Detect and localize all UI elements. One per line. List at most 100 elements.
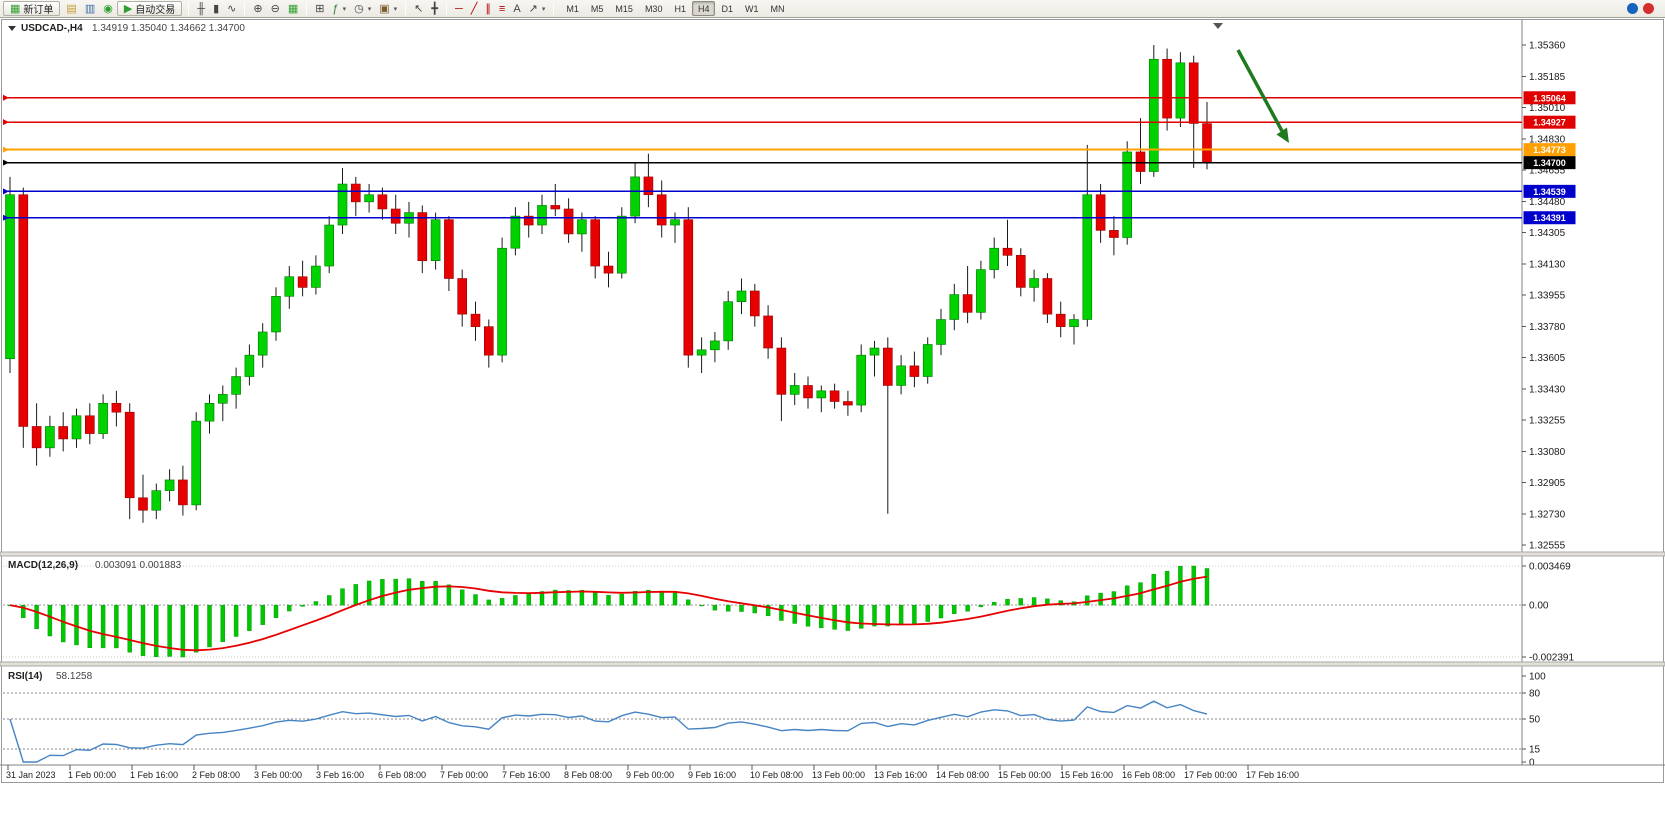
trend-arrow-annotation[interactable] <box>1236 49 1289 143</box>
candle <box>311 255 321 295</box>
candle <box>1042 273 1053 324</box>
price-hline[interactable]: 1.34391 <box>3 211 1576 225</box>
macd-histogram-bar <box>340 588 345 606</box>
macd-histogram-bar <box>885 604 890 627</box>
timeframe-m30-button[interactable]: M30 <box>644 4 663 14</box>
zoom-out-icon: ⊖ <box>270 2 280 15</box>
timeframe-m1-button[interactable]: M1 <box>566 4 579 14</box>
price-hline[interactable]: 1.35064 <box>3 91 1576 105</box>
chart-shift-marker-icon[interactable] <box>1213 23 1223 29</box>
grid-button[interactable]: ▦ <box>284 1 302 16</box>
macd-histogram-bar <box>1178 565 1183 606</box>
chart-list-button[interactable]: ▤ <box>62 1 80 16</box>
hline-tool-button[interactable]: ─ <box>451 1 467 16</box>
periods-menu-button[interactable]: ◷ ▾ <box>350 1 375 16</box>
timeframe-h4-button[interactable]: H4 <box>691 1 716 16</box>
candle <box>297 260 308 297</box>
bar-chart-button[interactable]: ╫ <box>193 1 209 16</box>
candle <box>417 205 428 274</box>
price-tag-label: 1.35064 <box>1533 93 1566 103</box>
price-tag <box>1523 184 1576 198</box>
rsi-title: RSI(14) <box>8 671 42 682</box>
macd-histogram-bar <box>353 584 358 606</box>
text-tool-button[interactable]: A <box>509 1 524 16</box>
price-hline[interactable]: 1.34700 <box>3 156 1576 170</box>
periods-menu-button-dropdown-icon[interactable]: ▾ <box>367 5 372 13</box>
macd-histogram-bar <box>460 589 465 606</box>
price-axis-label: 1.34480 <box>1529 197 1566 208</box>
alert-status-icon[interactable] <box>1643 3 1654 14</box>
timeframe-mn-button[interactable]: MN <box>770 4 785 14</box>
arrows-tool-button-dropdown-icon[interactable]: ▾ <box>541 5 546 13</box>
zoom-out-button[interactable]: ⊖ <box>267 1 284 16</box>
zoom-in-button[interactable]: ⊕ <box>249 1 266 16</box>
candle <box>191 412 201 511</box>
tile-windows-button[interactable]: ⊞ <box>311 1 328 16</box>
candle <box>696 337 707 373</box>
candle <box>896 355 906 395</box>
macd-histogram-bar <box>859 604 864 629</box>
macd-histogram-bar <box>193 604 199 653</box>
macd-histogram-bar <box>140 604 146 656</box>
macd-signal-line <box>9 575 1208 652</box>
price-tag <box>1523 143 1576 157</box>
candle <box>843 390 853 416</box>
macd-histogram-bar <box>819 604 824 629</box>
hline-left-marker <box>3 214 9 221</box>
candle <box>244 344 255 386</box>
autotrading-button[interactable]: ▶ 自动交易 <box>116 1 183 16</box>
price-axis-label: 1.35360 <box>1529 41 1566 52</box>
timeframe-m15-button[interactable]: M15 <box>615 4 633 14</box>
cursor-button[interactable]: ↖ <box>410 1 427 16</box>
price-hline[interactable]: 1.34927 <box>3 115 1576 129</box>
chart-context-icon[interactable] <box>8 26 16 31</box>
candle <box>124 403 135 520</box>
macd-histogram-bar <box>553 589 558 606</box>
candle <box>324 216 335 274</box>
macd-histogram-bar <box>792 604 797 624</box>
indicators-button[interactable]: ƒ ▾ <box>328 1 350 16</box>
time-axis-label: 15 Feb 00:00 <box>998 770 1051 780</box>
macd-histogram-bar <box>779 604 784 621</box>
price-axis-label: 1.34655 <box>1529 166 1566 177</box>
candlestick-chart-button[interactable]: ▮ <box>209 1 223 16</box>
timeframe-w1-button[interactable]: W1 <box>745 4 759 14</box>
crosshair-button[interactable]: ╋ <box>427 1 442 16</box>
rsi-axis-label: 100 <box>1529 672 1546 683</box>
rsi-axis-label: 0 <box>1529 758 1535 769</box>
new-order-button[interactable]: ▦ 新订单 <box>3 1 61 16</box>
timeframe-h1-button[interactable]: H1 <box>674 4 686 14</box>
market-watch-button[interactable]: ▥ <box>81 1 99 16</box>
hline-left-marker <box>3 188 9 195</box>
price-hline[interactable]: 1.34773 <box>3 143 1576 157</box>
hline-left-marker <box>3 146 9 153</box>
channel-tool-button[interactable]: ∥ <box>481 1 495 16</box>
macd-histogram-bar <box>154 604 159 658</box>
arrows-tool-button[interactable]: ↗ ▾ <box>525 1 550 16</box>
panel-separator-rsi[interactable] <box>0 661 1665 667</box>
panel-separator-macd[interactable] <box>0 551 1665 557</box>
candle <box>803 376 813 409</box>
price-hline[interactable]: 1.34539 <box>3 184 1576 198</box>
price-axis-label: 1.34130 <box>1529 259 1566 270</box>
timeframe-d1-button[interactable]: D1 <box>721 4 733 14</box>
macd-histogram-bar <box>420 581 425 606</box>
price-axis-label: 1.32730 <box>1529 509 1566 520</box>
templates-button[interactable]: ▣ ▾ <box>375 1 401 16</box>
signals-button[interactable]: ◉ <box>99 1 117 16</box>
fibonacci-tool-button[interactable]: ≡ <box>495 1 509 16</box>
price-axis-label: 1.34305 <box>1529 228 1566 239</box>
time-axis-label: 9 Feb 16:00 <box>688 770 736 780</box>
line-chart-button[interactable]: ∿ <box>223 1 240 16</box>
trendline-tool-button[interactable]: ╱ <box>467 1 482 16</box>
price-axis-label: 1.32555 <box>1529 541 1566 552</box>
indicators-button-dropdown-icon[interactable]: ▾ <box>342 5 347 13</box>
candle <box>1069 314 1079 345</box>
community-status-icon[interactable] <box>1627 3 1638 14</box>
timeframe-m5-button[interactable]: M5 <box>590 4 604 14</box>
candle <box>962 266 973 324</box>
templates-button-dropdown-icon[interactable]: ▾ <box>393 5 398 13</box>
candle <box>470 301 481 341</box>
macd-histogram-bar <box>672 591 678 606</box>
